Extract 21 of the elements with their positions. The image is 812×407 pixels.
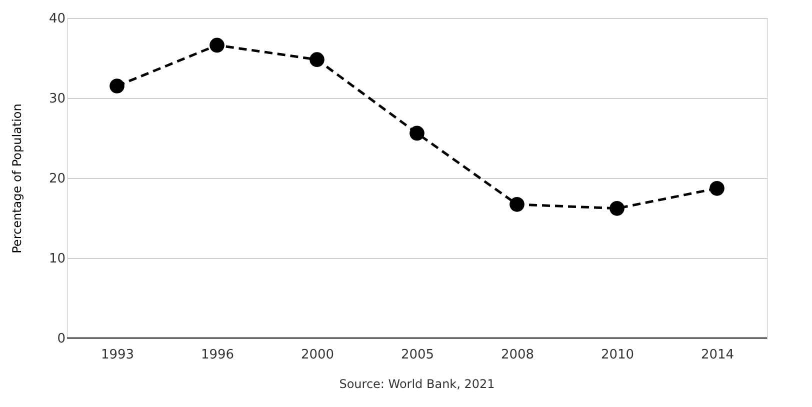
y-tick-label: 30 — [48, 92, 66, 106]
point — [710, 181, 724, 196]
x-tick-label: 1996 — [200, 348, 234, 362]
point — [310, 52, 324, 67]
x-tick-label: 2005 — [400, 348, 434, 362]
x-tick-label: 2010 — [600, 348, 634, 362]
source-note: Source: World Bank, 2021 — [339, 377, 495, 391]
point — [210, 38, 224, 53]
y-axis-title: Percentage of Population — [10, 104, 24, 254]
x-tick-label: 2008 — [500, 348, 534, 362]
point — [110, 78, 124, 94]
x-tick-label: 1993 — [100, 348, 134, 362]
point — [610, 201, 624, 216]
point — [410, 126, 424, 141]
x-tick-label: 2014 — [700, 348, 734, 362]
x-tick-label: 2000 — [300, 348, 334, 362]
y-tick-label: 40 — [48, 12, 66, 26]
y-tick-label: 0 — [57, 332, 66, 346]
y-tick-label: 10 — [48, 252, 66, 266]
point — [510, 197, 524, 212]
y-tick-label: 20 — [48, 172, 66, 186]
